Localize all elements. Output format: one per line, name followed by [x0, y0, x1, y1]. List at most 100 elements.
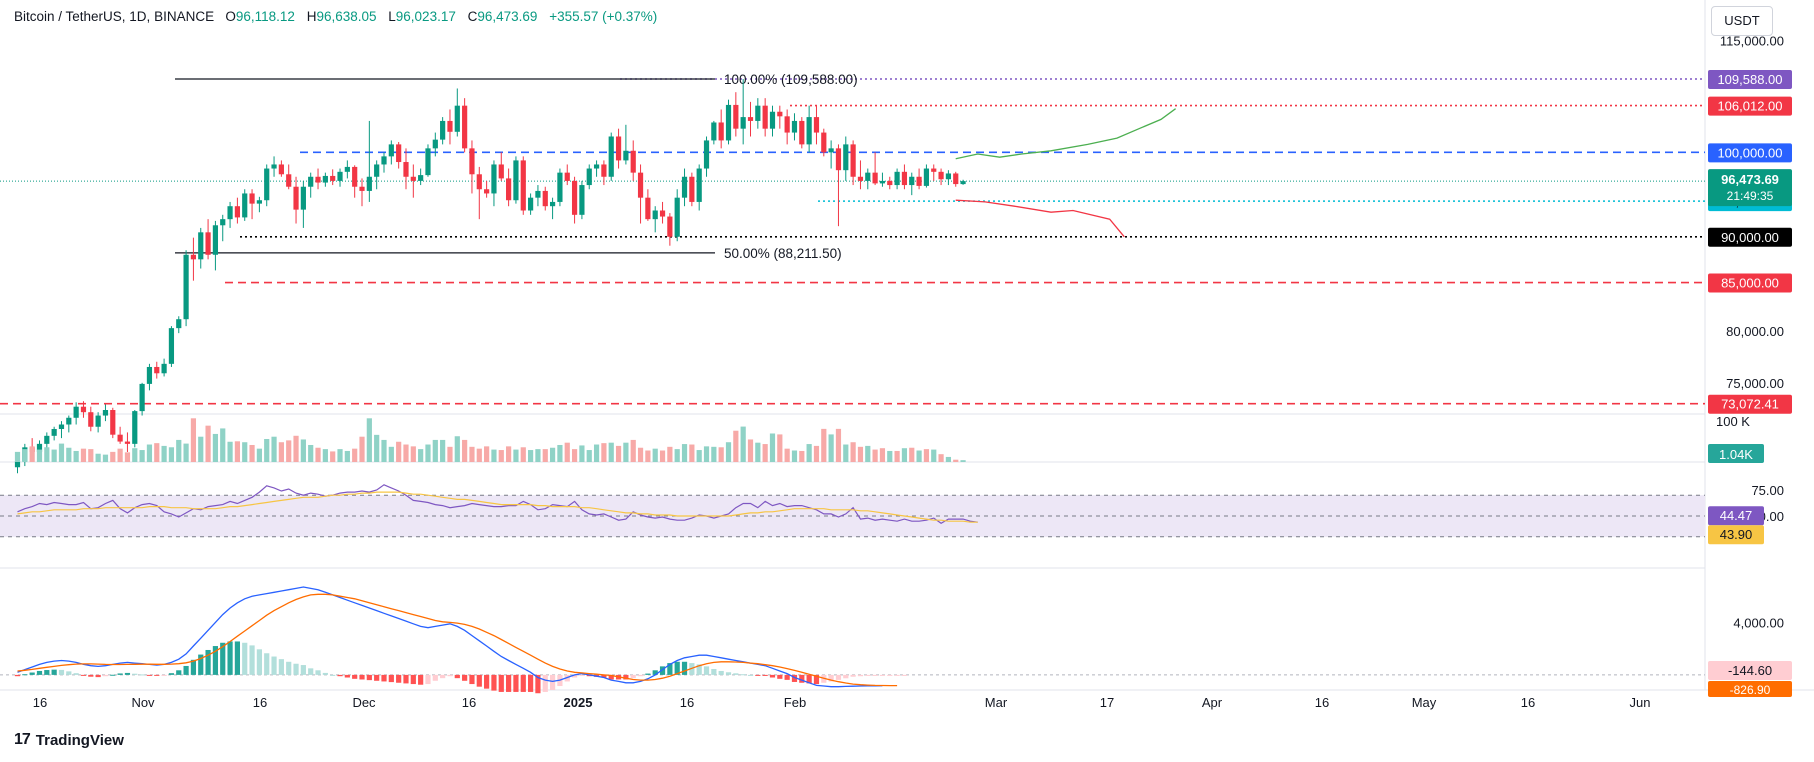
- macd-histogram-bar: [498, 674, 504, 692]
- macd-histogram-bar: [168, 673, 175, 675]
- volume-bar: [564, 442, 570, 462]
- macd-histogram-bar: [29, 672, 35, 675]
- volume-bar: [139, 450, 145, 462]
- candle-body: [124, 441, 131, 444]
- candle-body: [161, 363, 167, 374]
- volume-bar: [667, 446, 673, 462]
- open-value: 96,118.12: [235, 9, 295, 24]
- volume-bar: [381, 439, 387, 462]
- macd-histogram-bar: [117, 673, 123, 675]
- macd-histogram-bar: [703, 666, 710, 675]
- fib-label: 100.00% (109,588.00): [724, 72, 858, 87]
- macd-histogram-bar: [733, 673, 739, 675]
- macd-histogram-bar: [894, 674, 900, 676]
- macd-histogram-bar: [374, 674, 380, 681]
- rsi-last-bg: [1708, 525, 1764, 545]
- candle-body: [139, 383, 145, 412]
- macd-histogram-bar: [484, 674, 490, 689]
- macd-histogram-bar: [667, 663, 673, 675]
- volume-bar: [894, 450, 900, 462]
- macd-histogram-bar: [337, 674, 343, 677]
- level-label-bg: [1708, 96, 1792, 116]
- volume-bar: [432, 439, 438, 462]
- volume-bar: [462, 439, 468, 462]
- volume-bar: [579, 445, 585, 462]
- bar-countdown: 21:49:35: [1727, 189, 1774, 203]
- volume-bar: [366, 418, 372, 462]
- macd-histogram-bar: [44, 670, 50, 675]
- candle-body: [146, 366, 153, 384]
- time-tick-label: 16: [462, 695, 476, 710]
- candle-body: [652, 210, 658, 220]
- volume-bar: [549, 447, 556, 462]
- level-label: 90,000.00: [1721, 230, 1779, 245]
- candle-body: [154, 366, 160, 374]
- volume-bar: [476, 448, 482, 462]
- volume-bar: [916, 450, 922, 462]
- time-tick-label: Apr: [1202, 695, 1223, 710]
- candle-body: [850, 144, 856, 177]
- candle-body: [506, 178, 512, 201]
- macd-histogram-bar: [652, 670, 658, 675]
- volume-bar: [571, 449, 578, 462]
- volume-bar: [762, 444, 768, 462]
- candle-body: [747, 117, 754, 121]
- macd-histogram-bar: [36, 670, 43, 675]
- volume-bar: [161, 445, 167, 462]
- time-tick-label: 2025: [564, 695, 593, 710]
- volume-bar: [330, 451, 336, 462]
- candle-body: [183, 254, 189, 320]
- volume-bar: [337, 449, 343, 462]
- macd-histogram-bar: [73, 673, 79, 675]
- volume-bar: [755, 442, 761, 462]
- volume-bar: [513, 449, 519, 462]
- time-tick-label: 16: [1315, 695, 1329, 710]
- time-tick-label: Mar: [985, 695, 1008, 710]
- candle-body: [571, 180, 578, 215]
- volume-bar: [117, 448, 123, 462]
- currency-selector[interactable]: USDT: [1711, 6, 1773, 36]
- macd-histogram-bar: [132, 673, 138, 675]
- candle-body: [703, 140, 710, 169]
- candle-body: [725, 104, 732, 141]
- candle-body: [396, 144, 402, 163]
- volume-bar: [58, 443, 65, 462]
- candle-body: [535, 190, 541, 198]
- candle-body: [755, 105, 761, 121]
- candle-body: [623, 150, 629, 161]
- macd-histogram-bar: [506, 674, 512, 692]
- volume-bar: [931, 449, 937, 462]
- macd-histogram-bar: [58, 669, 65, 675]
- volume-bar: [872, 449, 878, 462]
- time-tick-label: Jun: [1630, 695, 1651, 710]
- volume-last-label: 1.04K: [1719, 447, 1753, 462]
- candle-body: [769, 111, 776, 129]
- macd-histogram-bar: [542, 674, 548, 692]
- volume-bar: [102, 454, 109, 462]
- candle-body: [484, 189, 490, 194]
- macd-histogram-bar: [388, 674, 394, 683]
- candle-body: [821, 132, 827, 153]
- volume-bar: [220, 428, 226, 462]
- macd-histogram-bar: [740, 674, 746, 676]
- candle-body: [938, 171, 944, 180]
- price-change: +355.57 (+0.37%): [549, 9, 658, 24]
- macd-histogram-bar: [791, 674, 798, 682]
- candle-body: [220, 219, 226, 226]
- macd-histogram-bar: [777, 674, 783, 679]
- volume-bar: [725, 442, 732, 462]
- candle-body: [879, 180, 886, 184]
- candle-body: [271, 164, 277, 169]
- level-label-bg: [1708, 143, 1792, 163]
- candle-body: [403, 162, 409, 177]
- candle-body: [601, 164, 607, 177]
- volume-bar: [689, 444, 695, 462]
- macd-histogram-bar: [381, 674, 387, 682]
- candle-body: [733, 104, 739, 129]
- macd-histogram-bar: [462, 674, 468, 681]
- candle-body: [637, 172, 644, 198]
- volume-bar: [711, 446, 717, 462]
- volume-bar: [806, 444, 812, 462]
- candle-body: [960, 181, 966, 185]
